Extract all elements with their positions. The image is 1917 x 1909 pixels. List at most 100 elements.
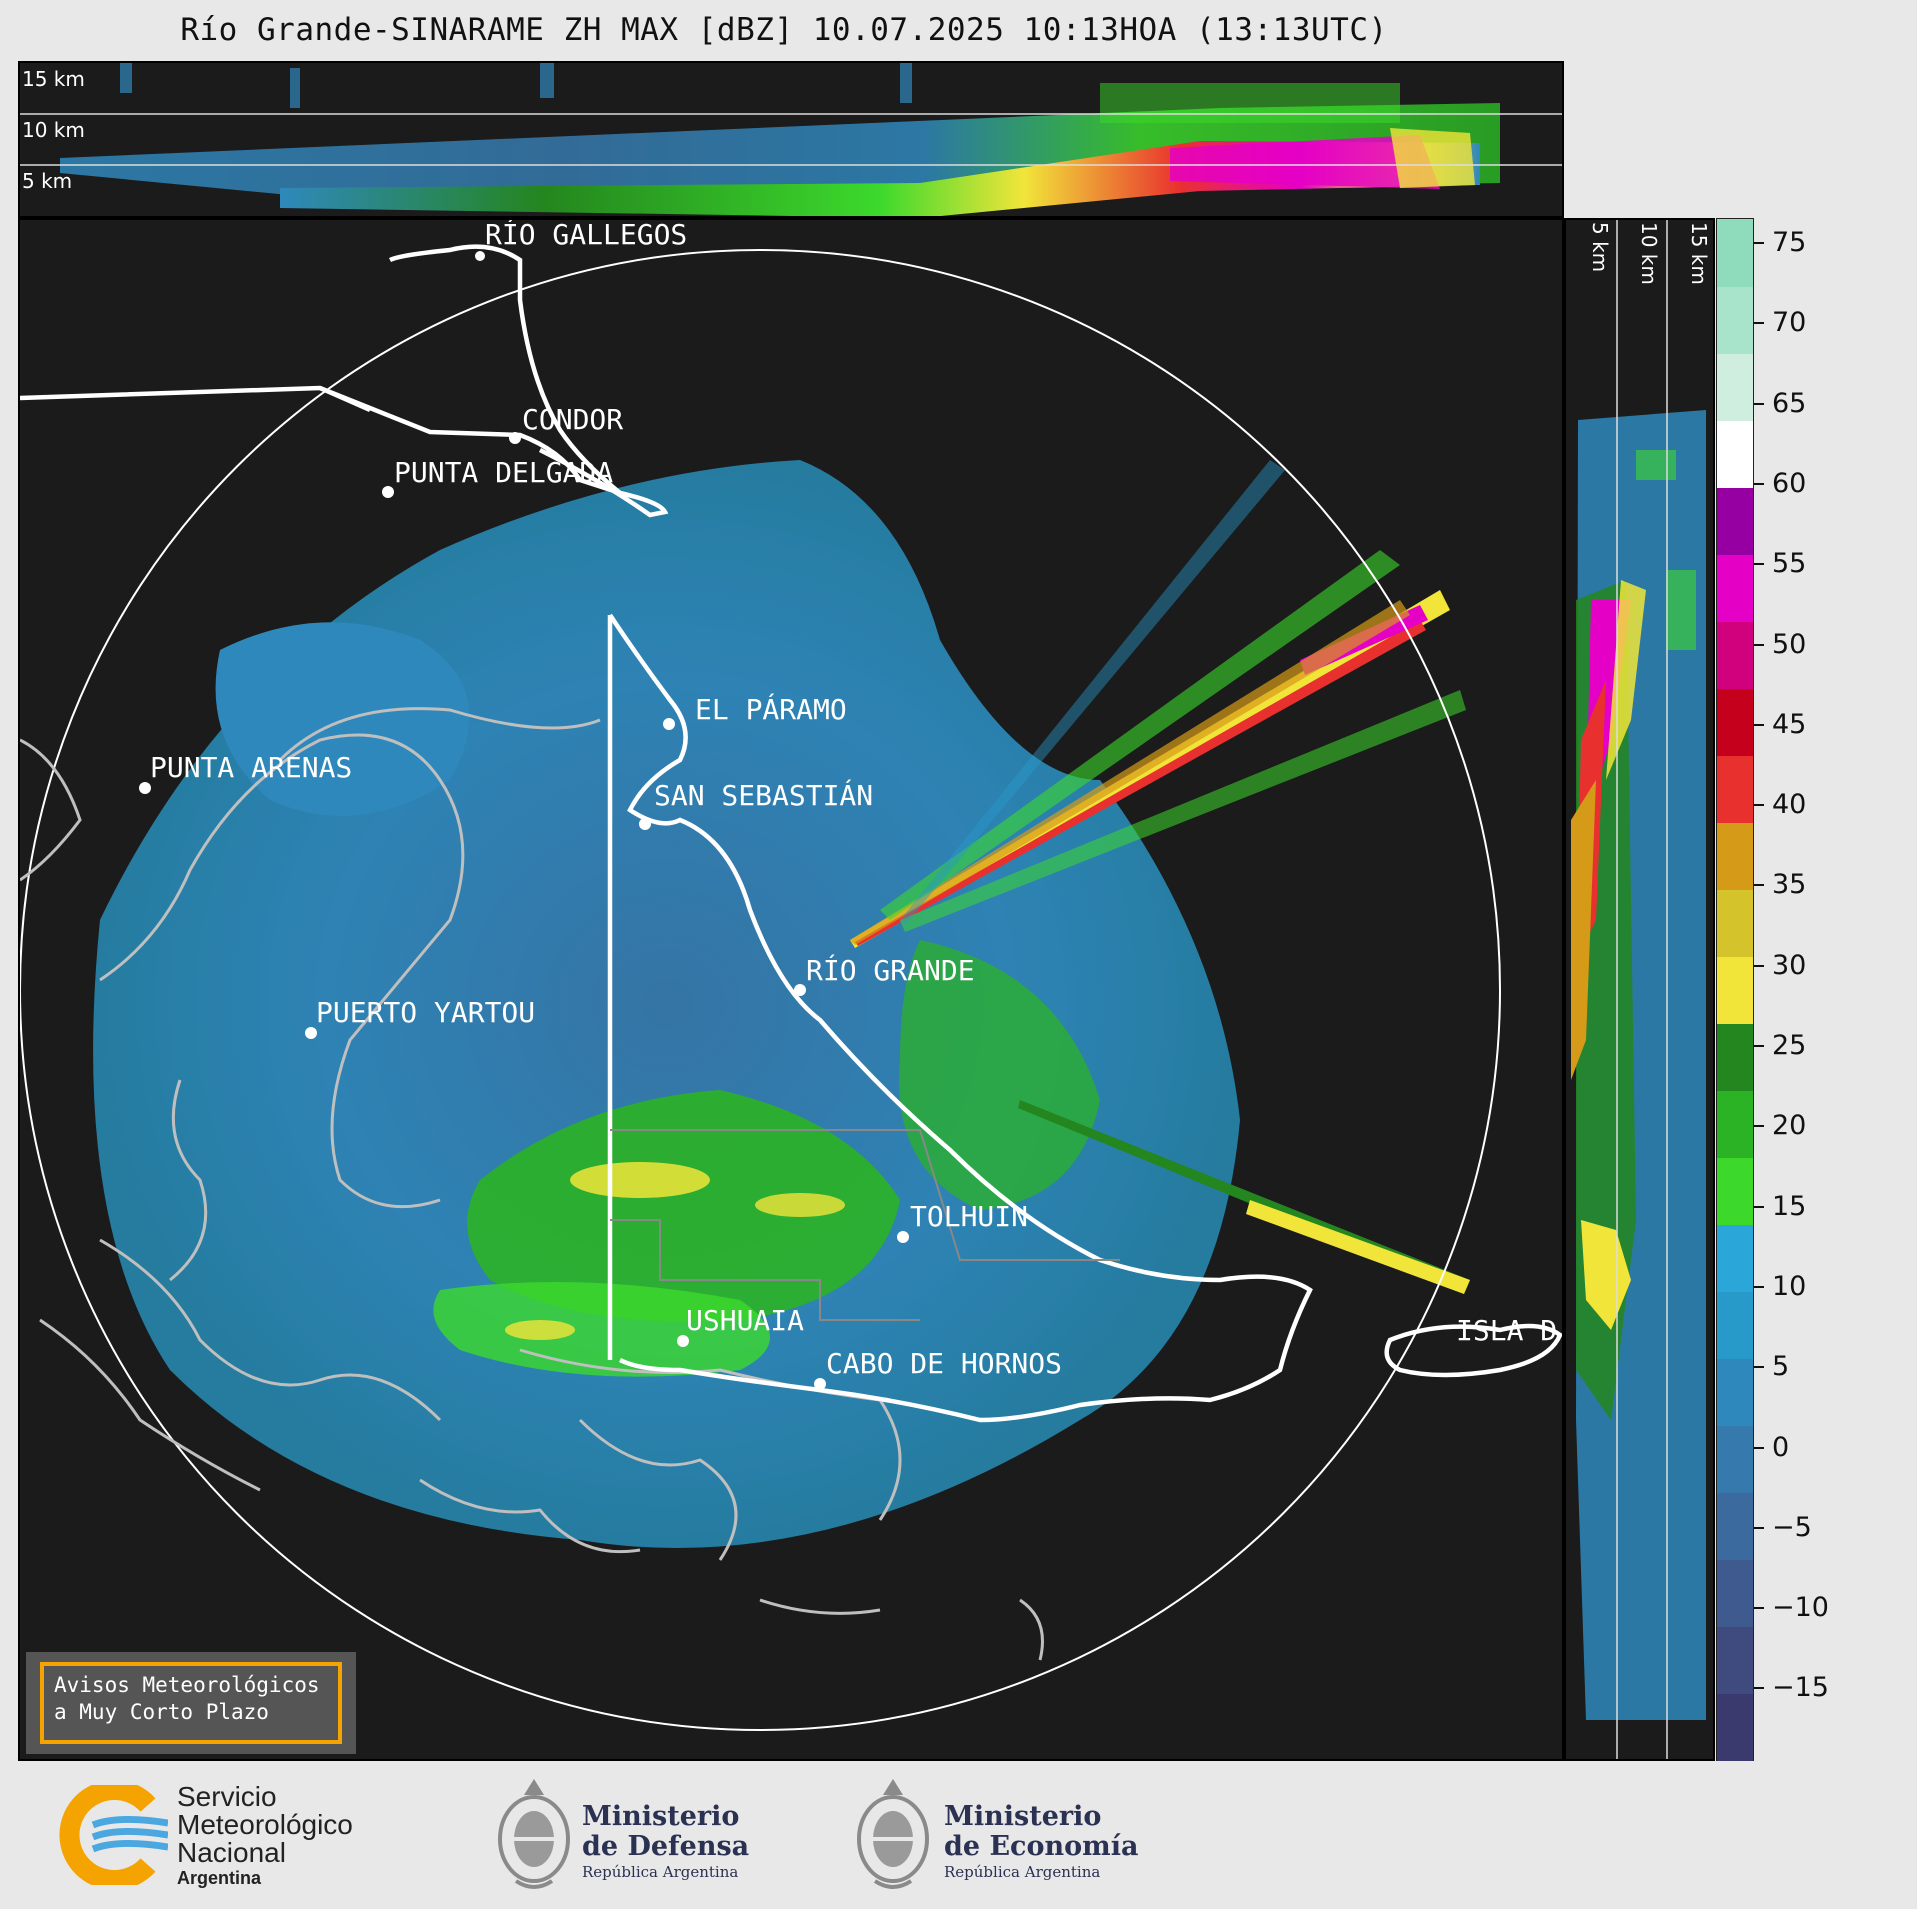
colorbar-tick (1754, 1607, 1764, 1610)
colorbar-tick-label: −5 (1772, 1511, 1812, 1543)
side-cross-section: 5 km 10 km 15 km (1564, 218, 1715, 1761)
colorbar-tick-label: 20 (1772, 1110, 1807, 1142)
colorbar-tick (1754, 1285, 1764, 1288)
coastline-white (20, 244, 1562, 1423)
side-cross-section-plot (1571, 220, 1706, 1759)
colorbar-segment (1717, 554, 1753, 622)
colorbar-tick (1754, 804, 1764, 807)
colorbar-segment (1717, 1425, 1753, 1493)
colorbar-segment (1717, 755, 1753, 823)
smn-line2: Meteorológico (177, 1809, 353, 1840)
city-ushuaia: USHUAIA (686, 1304, 804, 1337)
colorbar-segment (1717, 956, 1753, 1024)
defensa-seal-icon (496, 1777, 572, 1895)
colorbar-segment (1717, 1023, 1753, 1091)
city-punta-delgada: PUNTA DELGADA (394, 456, 613, 489)
colorbar-segment (1717, 1224, 1753, 1292)
colorbar-tick (1754, 563, 1764, 566)
smn-logo-icon (59, 1785, 168, 1885)
city-isla-d: ISLA D (1456, 1314, 1557, 1347)
colorbar-tick-label: 75 (1772, 227, 1807, 258)
colorbar-segment (1717, 1090, 1753, 1158)
legend-line2: a Muy Corto Plazo (54, 1700, 269, 1724)
colorbar-tick-label: 40 (1772, 789, 1807, 821)
city-rio-gallegos: RÍO GALLEGOS (485, 220, 687, 251)
colorbar-tick (1754, 242, 1764, 244)
smn-logo (58, 1785, 168, 1885)
economia-line3: República Argentina (944, 1863, 1101, 1881)
province-lines (610, 1129, 1120, 1321)
top-level-10km: 10 km (22, 118, 85, 142)
colorbar-tick (1754, 1446, 1764, 1449)
colorbar-segment (1717, 1626, 1753, 1694)
colorbar-tick (1754, 884, 1764, 887)
legend-line1: Avisos Meteorológicos (54, 1673, 320, 1697)
top-level-15km: 15 km (22, 67, 85, 91)
echo-green-east (899, 940, 1100, 1210)
colorbar-segment (1717, 1492, 1753, 1560)
city-cabo-de-hornos: CABO DE HORNOS (826, 1347, 1062, 1380)
colorbar-tick (1754, 1366, 1764, 1369)
legend-box: Avisos Meteorológicos a Muy Corto Plazo (26, 1652, 356, 1754)
colorbar-tick (1754, 1045, 1764, 1047)
colorbar-tick-label: −10 (1772, 1592, 1829, 1624)
radar-map: RÍO GALLEGOS CONDOR PUNTA DELGADA EL PÁR… (18, 218, 1564, 1761)
city-tolhuin: TOLHUIN (910, 1200, 1028, 1233)
city-san-sebastian: SAN SEBASTIÁN (654, 778, 873, 812)
economia-line2: de Economía (944, 1831, 1139, 1862)
defensa-line3: República Argentina (582, 1863, 739, 1881)
city-rio-grande: RÍO GRANDE (806, 953, 975, 987)
echo-northwest (215, 622, 470, 816)
smn-name: Servicio Meteorológico Nacional Argentin… (177, 1783, 353, 1889)
colorbar-tick-label: 30 (1772, 949, 1807, 981)
colorbar-tick-label: 10 (1772, 1270, 1807, 1302)
colorbar-tick-label: 0 (1772, 1431, 1790, 1463)
colorbar-segment (1717, 822, 1753, 890)
colorbar-tick (1754, 322, 1764, 325)
colorbar-tick (1754, 1205, 1764, 1208)
colorbar-segment (1717, 621, 1753, 689)
colorbar-tick-label: 45 (1772, 708, 1807, 740)
city-condor: CONDOR (522, 403, 623, 436)
colorbar-tick (1754, 482, 1764, 485)
legend-inner: Avisos Meteorológicos a Muy Corto Plazo (40, 1662, 342, 1744)
smn-line3: Nacional (177, 1837, 286, 1868)
defensa-name: Ministerio de Defensa República Argentin… (582, 1802, 749, 1882)
colorbar-segment (1717, 487, 1753, 555)
colorbar-tick-label: 15 (1772, 1190, 1807, 1222)
smn-line1: Servicio (177, 1781, 277, 1812)
colorbar-tick-label: −15 (1772, 1672, 1829, 1704)
defensa-line2: de Defensa (582, 1831, 750, 1862)
city-punta-arenas: PUNTA ARENAS (150, 751, 352, 784)
city-labels: RÍO GALLEGOS CONDOR PUNTA DELGADA EL PÁR… (150, 220, 1557, 1380)
colorbar-tick-label: 65 (1772, 387, 1807, 419)
radar-map-plot: RÍO GALLEGOS CONDOR PUNTA DELGADA EL PÁR… (20, 220, 1562, 1731)
colorbar-tick (1754, 643, 1764, 646)
colorbar-segment (1717, 688, 1753, 756)
economia-seal-icon (855, 1777, 931, 1895)
colorbar (1716, 218, 1754, 1761)
colorbar-tick-label: 5 (1772, 1351, 1790, 1383)
city-puerto-yartou: PUERTO YARTOU (316, 996, 535, 1029)
top-cross-section-plot (20, 63, 1562, 216)
colorbar-tick-label: 55 (1772, 548, 1807, 580)
defensa-line1: Ministerio (582, 1801, 740, 1832)
colorbar-segment (1717, 420, 1753, 488)
colorbar-segment (1717, 1291, 1753, 1359)
economia-name: Ministerio de Economía República Argenti… (944, 1802, 1138, 1882)
colorbar-segment (1717, 219, 1753, 287)
colorbar-tick-label: 25 (1772, 1030, 1807, 1061)
colorbar-segment (1717, 1157, 1753, 1225)
colorbar-tick-label: 50 (1772, 628, 1807, 660)
side-level-15km: 15 km (1687, 222, 1711, 285)
smn-line4: Argentina (177, 1868, 262, 1888)
colorbar-tick (1754, 1687, 1764, 1690)
colorbar-segment (1717, 889, 1753, 957)
colorbar-segment (1717, 353, 1753, 421)
colorbar-tick (1754, 402, 1764, 405)
economia-line1: Ministerio (944, 1801, 1102, 1832)
colorbar-tick (1754, 964, 1764, 967)
colorbar-tick-label: 35 (1772, 869, 1807, 901)
colorbar-tick-label: 70 (1772, 307, 1807, 339)
colorbar-segment (1717, 1358, 1753, 1426)
